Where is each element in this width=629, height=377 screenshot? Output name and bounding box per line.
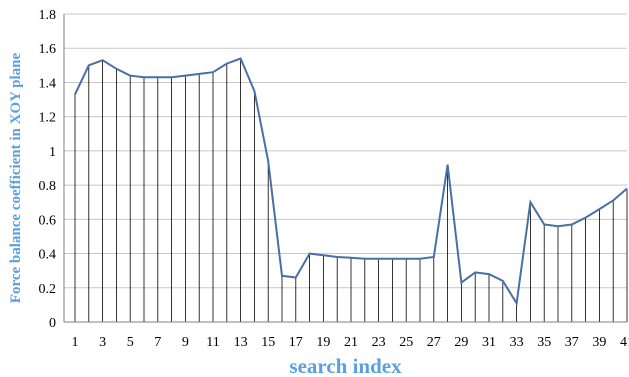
series-line bbox=[74, 57, 628, 307]
x-tick-label: 15 bbox=[261, 335, 275, 350]
gridlines bbox=[64, 13, 627, 289]
y-tick-labels: 0 0.2 0.4 0.6 0.8 1 1.2 1.4 1.6 1.8 bbox=[39, 8, 57, 331]
x-tick-label: 35 bbox=[537, 335, 551, 350]
x-tick-label: 3 bbox=[99, 335, 106, 350]
y-tick-label: 0.2 bbox=[39, 282, 57, 297]
y-tick-label: 0 bbox=[49, 316, 56, 331]
x-tick-label: 39 bbox=[592, 335, 606, 350]
y-tick-label: 1.4 bbox=[39, 76, 57, 91]
x-tick-label: 25 bbox=[399, 335, 413, 350]
y-tick-label: 1 bbox=[49, 145, 56, 160]
x-tick-label: 13 bbox=[234, 335, 248, 350]
x-tick-label: 9 bbox=[182, 335, 189, 350]
x-tick-label: 5 bbox=[127, 335, 134, 350]
x-tick-label: 29 bbox=[454, 335, 468, 350]
y-tick-label: 0.8 bbox=[39, 179, 57, 194]
x-tick-label: 17 bbox=[289, 335, 303, 350]
x-tick-label: 33 bbox=[510, 335, 524, 350]
y-tick-label: 0.4 bbox=[39, 248, 57, 263]
y-tick-label: 1.8 bbox=[39, 8, 57, 23]
y-tick-label: 0.6 bbox=[39, 213, 57, 228]
x-tick-label: 41 bbox=[620, 335, 629, 350]
x-tick-label: 1 bbox=[72, 335, 79, 350]
x-tick-label: 21 bbox=[344, 335, 358, 350]
x-tick-label: 37 bbox=[565, 335, 579, 350]
x-axis-label: search index bbox=[289, 354, 402, 377]
x-tick-label: 19 bbox=[316, 335, 330, 350]
x-tick-labels: 1357911131517192123252729313335373941 bbox=[72, 335, 629, 350]
x-tick-label: 11 bbox=[206, 335, 219, 350]
x-tick-label: 7 bbox=[154, 335, 161, 350]
drop-lines bbox=[74, 58, 628, 322]
x-tick-label: 31 bbox=[482, 335, 496, 350]
x-tick-label: 23 bbox=[372, 335, 386, 350]
y-axis-label: Force balance coefficient in XOY plane bbox=[8, 52, 24, 303]
y-tick-label: 1.6 bbox=[39, 42, 57, 57]
y-tick-label: 1.2 bbox=[39, 111, 57, 126]
x-tick-label: 27 bbox=[427, 335, 441, 350]
